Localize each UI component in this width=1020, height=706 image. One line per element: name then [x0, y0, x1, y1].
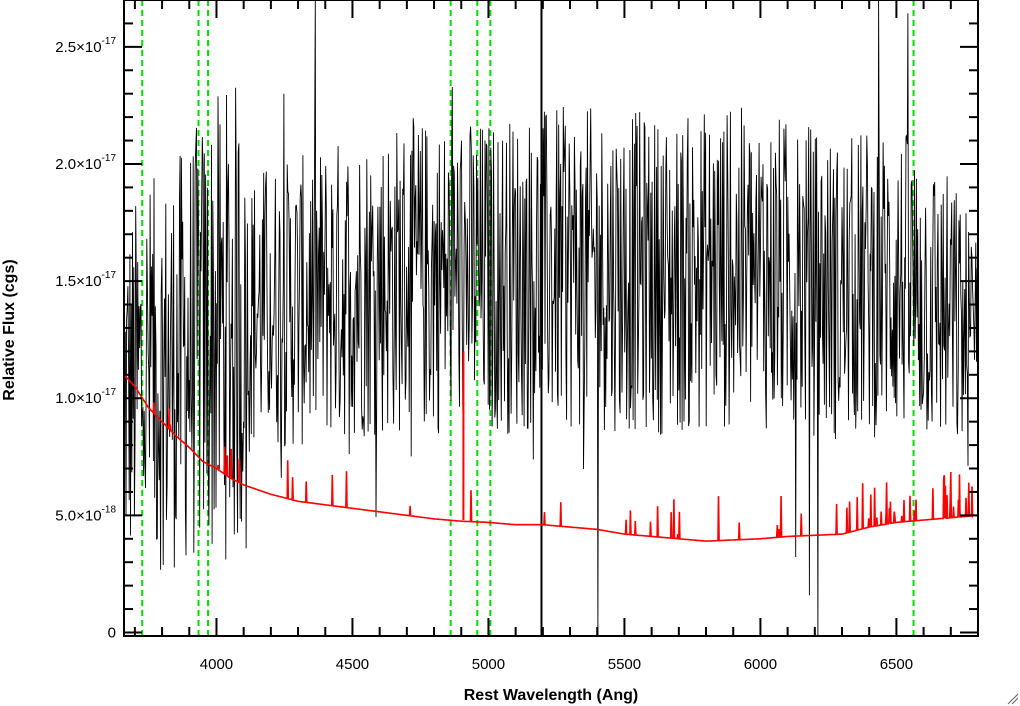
flux-series	[123, 0, 979, 637]
x-tick-label: 5000	[472, 656, 505, 673]
x-tick-label: 6000	[744, 656, 777, 673]
y-axis-ticks: 0 5.0×10-18 1.0×10-17 1.5×10-17 2.0×10-17 2.5…	[55, 0, 978, 641]
flux-line	[123, 0, 979, 637]
x-tick-label: 4500	[336, 656, 369, 673]
error-line	[123, 374, 978, 542]
axes-frame	[123, 0, 979, 637]
plot-frame	[123, 0, 979, 637]
emission-line-markers	[141, 0, 915, 636]
y-tick-label: 2.5×10-17	[55, 36, 116, 56]
x-axis-ticks: 4000 4500 5000 5500 6000 6500	[133, 0, 979, 673]
y-tick-label: 2.0×10-17	[55, 153, 116, 173]
x-tick-label: 6500	[880, 656, 913, 673]
y-tick-label: 1.5×10-17	[55, 270, 116, 290]
y-tick-label: 1.0×10-17	[55, 387, 116, 407]
y-axis-title: Relative Flux (cgs)	[1, 259, 18, 400]
resize-grip-icon	[1007, 693, 1019, 705]
y-tick-label: 5.0×10-18	[55, 504, 116, 524]
y-tick-label: 0	[108, 624, 116, 641]
x-axis-title: Rest Wavelength (Ang)	[464, 687, 639, 704]
error-series	[123, 351, 978, 542]
x-tick-label: 4000	[200, 656, 233, 673]
x-tick-label: 5500	[608, 656, 641, 673]
